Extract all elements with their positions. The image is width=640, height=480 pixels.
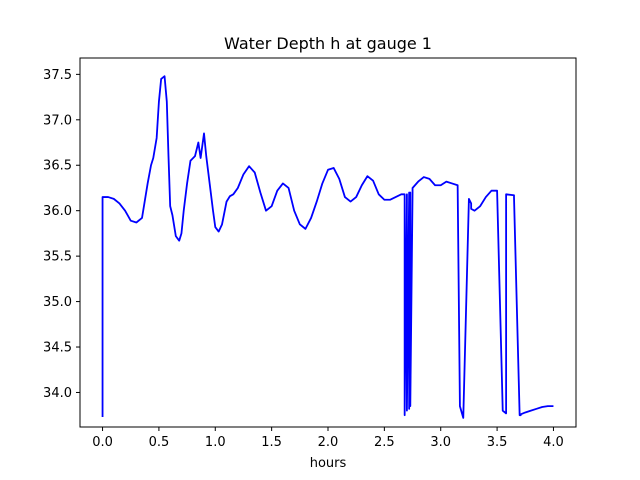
y-tick-label: 35.5 xyxy=(43,250,72,265)
x-tick-label: 2.5 xyxy=(374,435,395,450)
x-tick-label: 4.0 xyxy=(543,435,564,450)
x-tick-label: 2.0 xyxy=(318,435,339,450)
x-tick-label: 1.5 xyxy=(261,435,282,450)
y-tick-label: 34.0 xyxy=(43,386,72,401)
x-axis-label: hours xyxy=(310,456,347,471)
x-tick-label: 0.0 xyxy=(92,435,113,450)
y-tick-label: 36.5 xyxy=(43,159,72,174)
chart-title: Water Depth h at gauge 1 xyxy=(224,34,432,53)
series-line xyxy=(101,75,554,419)
x-tick-label: 1.0 xyxy=(205,435,226,450)
y-tick-label: 34.5 xyxy=(43,341,72,356)
data-points xyxy=(102,76,554,418)
x-tick-label: 0.5 xyxy=(149,435,170,450)
y-tick-label: 35.0 xyxy=(43,295,72,310)
x-axis: 0.0 0.5 1.0 1.5 2.0 2.5 3.0 3.5 4.0 xyxy=(92,427,564,450)
x-tick-label: 3.0 xyxy=(430,435,451,450)
y-tick-label: 37.0 xyxy=(43,113,72,128)
y-tick-label: 36.0 xyxy=(43,204,72,219)
y-tick-label: 37.5 xyxy=(43,68,72,83)
x-tick-label: 3.5 xyxy=(487,435,508,450)
y-axis: 34.0 34.5 35.0 35.5 36.0 36.5 37.0 37.5 xyxy=(43,68,80,401)
